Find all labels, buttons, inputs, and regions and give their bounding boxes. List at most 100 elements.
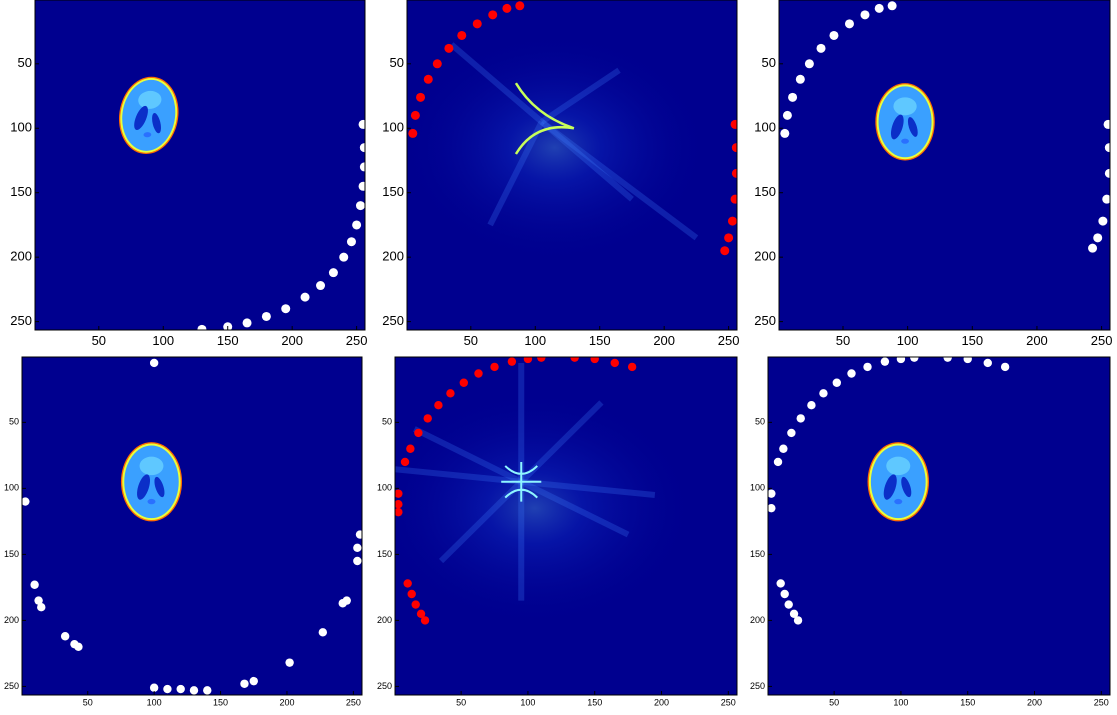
dot bbox=[444, 44, 453, 53]
dot bbox=[731, 120, 740, 129]
y-tick-label: 100 bbox=[382, 120, 404, 135]
y-tick-label: 150 bbox=[4, 549, 19, 559]
y-tick-label: 50 bbox=[755, 417, 765, 427]
dot bbox=[359, 120, 368, 129]
y-tick-label: 200 bbox=[382, 249, 404, 264]
dot bbox=[421, 616, 429, 624]
y-tick-label: 250 bbox=[4, 681, 19, 691]
y-tick-label: 50 bbox=[9, 417, 19, 427]
dot bbox=[508, 357, 516, 365]
dot bbox=[343, 596, 351, 604]
y-tick-label: 100 bbox=[10, 120, 32, 135]
dot bbox=[888, 1, 897, 10]
dot bbox=[964, 355, 972, 363]
phantom-part bbox=[871, 445, 926, 518]
dot bbox=[414, 429, 422, 437]
dot bbox=[984, 359, 992, 367]
panel bbox=[400, 0, 741, 330]
dot bbox=[591, 355, 599, 363]
y-tick-label: 250 bbox=[754, 313, 776, 328]
x-tick-label: 250 bbox=[346, 333, 368, 348]
dot bbox=[353, 544, 361, 552]
x-tick-label: 100 bbox=[152, 333, 174, 348]
dot bbox=[897, 355, 905, 363]
phantom-part bbox=[901, 139, 909, 144]
dot bbox=[356, 201, 365, 210]
x-tick-label: 150 bbox=[213, 697, 228, 707]
artifact-glow bbox=[400, 32, 709, 264]
phantom-part bbox=[148, 499, 156, 504]
image-background bbox=[768, 357, 1110, 695]
dot bbox=[1105, 169, 1114, 178]
y-tick-label: 50 bbox=[762, 55, 776, 70]
dot bbox=[732, 169, 741, 178]
y-tick-label: 150 bbox=[10, 184, 32, 199]
x-tick-label: 200 bbox=[279, 697, 294, 707]
dot bbox=[281, 304, 290, 313]
x-tick-label: 100 bbox=[520, 697, 535, 707]
dot bbox=[732, 143, 741, 152]
x-tick-label: 100 bbox=[147, 697, 162, 707]
dot bbox=[776, 579, 784, 587]
dot bbox=[457, 31, 466, 40]
x-tick-label: 200 bbox=[1026, 333, 1048, 348]
dot bbox=[797, 414, 805, 422]
x-tick-label: 150 bbox=[217, 333, 239, 348]
y-tick-label: 200 bbox=[754, 249, 776, 264]
dot bbox=[412, 600, 420, 608]
dot bbox=[1093, 233, 1102, 242]
y-tick-label: 200 bbox=[10, 249, 32, 264]
y-tick-label: 100 bbox=[750, 483, 765, 493]
dot bbox=[356, 530, 364, 538]
x-tick-label: 200 bbox=[1027, 697, 1042, 707]
dot bbox=[190, 686, 198, 694]
panel bbox=[374, 353, 737, 695]
x-tick-label: 50 bbox=[836, 333, 850, 348]
dot bbox=[524, 355, 532, 363]
x-tick-label: 200 bbox=[653, 333, 675, 348]
x-tick-label: 200 bbox=[281, 333, 303, 348]
dot bbox=[411, 111, 420, 120]
dot bbox=[403, 579, 411, 587]
dot bbox=[424, 414, 432, 422]
dot bbox=[794, 616, 802, 624]
dot bbox=[847, 369, 855, 377]
dot bbox=[250, 677, 258, 685]
dot bbox=[416, 93, 425, 102]
x-tick-label: 100 bbox=[524, 333, 546, 348]
x-tick-label: 250 bbox=[718, 333, 740, 348]
dot bbox=[406, 445, 414, 453]
y-tick-label: 50 bbox=[18, 55, 32, 70]
dot bbox=[774, 458, 782, 466]
y-tick-label: 150 bbox=[377, 549, 392, 559]
x-tick-label: 250 bbox=[346, 697, 361, 707]
dot bbox=[1088, 244, 1097, 253]
x-tick-label: 150 bbox=[961, 333, 983, 348]
dot bbox=[570, 353, 578, 361]
dot bbox=[434, 401, 442, 409]
dot bbox=[474, 369, 482, 377]
y-tick-label: 100 bbox=[377, 483, 392, 493]
dot bbox=[779, 445, 787, 453]
dot bbox=[488, 10, 497, 19]
x-tick-label: 250 bbox=[721, 697, 736, 707]
dot bbox=[796, 75, 805, 84]
phantom-part bbox=[893, 97, 916, 115]
dot bbox=[943, 353, 951, 361]
panel bbox=[779, 0, 1114, 330]
y-tick-label: 250 bbox=[377, 681, 392, 691]
x-tick-label: 100 bbox=[897, 333, 919, 348]
dot bbox=[860, 10, 869, 19]
dot bbox=[424, 75, 433, 84]
dot bbox=[347, 237, 356, 246]
dot bbox=[177, 685, 185, 693]
x-tick-label: 50 bbox=[456, 697, 466, 707]
dot bbox=[339, 253, 348, 262]
dot bbox=[285, 658, 293, 666]
dot bbox=[329, 268, 338, 277]
image-background bbox=[35, 0, 365, 330]
dot bbox=[1105, 143, 1114, 152]
dot bbox=[1001, 363, 1009, 371]
x-tick-label: 50 bbox=[92, 333, 106, 348]
panel bbox=[35, 0, 369, 334]
